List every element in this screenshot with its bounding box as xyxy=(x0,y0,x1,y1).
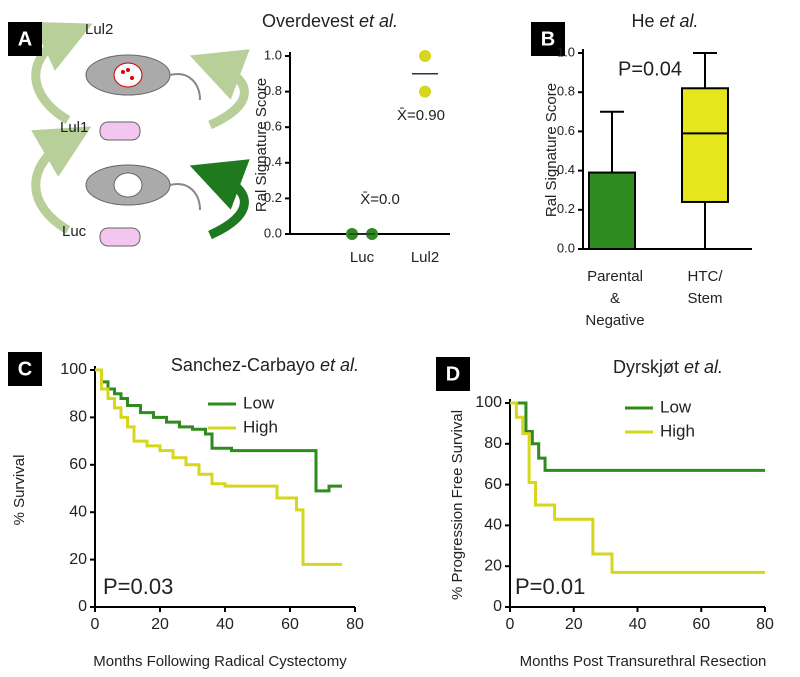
panel-badge xyxy=(436,357,470,391)
x-tick-label: 20 xyxy=(151,616,169,633)
y-tick-label: 80 xyxy=(69,409,87,426)
y-axis-label: Ral Signature Score xyxy=(253,78,270,212)
arrow xyxy=(189,49,250,130)
x-tick-label: Luc xyxy=(350,249,375,266)
x-axis-label: Months Following Radical Cystectomy xyxy=(93,653,347,670)
legend-label: High xyxy=(660,421,695,440)
diagram-label: Lul2 xyxy=(85,21,113,38)
annotation: P=0.01 xyxy=(515,574,585,599)
box xyxy=(681,87,729,203)
y-axis-label: % Survival xyxy=(11,455,28,526)
lungs xyxy=(113,62,143,88)
chart-title: Sanchez-Carbayo et al. xyxy=(171,355,359,375)
y-tick-label: 0.0 xyxy=(557,240,575,255)
y-tick-label: 20 xyxy=(484,557,502,574)
y-tick-label: 1.0 xyxy=(557,44,575,59)
title-text: Overdevest xyxy=(262,11,354,31)
legend-label: Low xyxy=(660,397,692,416)
panel-label: D xyxy=(446,363,460,385)
y-tick-label: 1.0 xyxy=(264,47,282,62)
x-axis-label: Months Post Transurethral Resection xyxy=(520,653,767,670)
arrow xyxy=(189,159,250,240)
title-text: He xyxy=(631,11,654,31)
chart-title: Overdevest et al. xyxy=(262,11,398,31)
title-text: Dyrskjøt xyxy=(613,357,679,377)
y-tick-label: 0.4 xyxy=(264,154,282,169)
x-tick-label: Stem xyxy=(687,290,722,307)
panel-label: B xyxy=(541,28,555,50)
survival-line xyxy=(95,368,342,566)
y-tick-label: 0.2 xyxy=(264,190,282,205)
x-tick-label: Parental xyxy=(587,268,643,285)
title-text: Sanchez-Carbayo xyxy=(171,355,315,375)
x-tick-label: 20 xyxy=(565,616,583,633)
x-tick-label: 60 xyxy=(692,616,710,633)
mean-label: X̄=0.0 xyxy=(360,191,400,208)
panel-badge xyxy=(8,352,42,386)
y-tick-label: 0.8 xyxy=(264,83,282,98)
x-tick-label: 0 xyxy=(506,616,515,633)
title-italic: et al. xyxy=(320,355,359,375)
y-tick-label: 0.8 xyxy=(557,84,575,99)
panel-badge xyxy=(531,22,565,56)
chart-title: Dyrskjøt et al. xyxy=(613,357,723,377)
y-tick-label: 60 xyxy=(69,456,87,473)
dish xyxy=(99,227,141,247)
x-tick-label: HTC/ xyxy=(688,268,724,285)
dish xyxy=(99,121,141,141)
panel-label: A xyxy=(18,28,32,50)
title-italic: et al. xyxy=(684,357,723,377)
y-tick-label: 0.6 xyxy=(557,123,575,138)
chart-title: He et al. xyxy=(631,11,698,31)
mean-label: X̄=0.90 xyxy=(397,107,445,124)
diagram-label: Luc xyxy=(62,223,87,240)
y-tick-label: 60 xyxy=(484,476,502,493)
x-tick-label: 40 xyxy=(216,616,234,633)
y-tick-label: 0.0 xyxy=(264,225,282,240)
annotation: P=0.04 xyxy=(618,58,682,80)
x-tick-label: 0 xyxy=(91,616,100,633)
y-tick-label: 100 xyxy=(475,394,502,411)
x-tick-label: 80 xyxy=(756,616,774,633)
x-tick-label: Lul2 xyxy=(411,249,439,266)
survival-line xyxy=(510,401,765,472)
legend-label: Low xyxy=(243,393,275,412)
lungs xyxy=(113,172,143,198)
x-tick-label: Negative xyxy=(585,312,644,329)
y-axis-label: % Progression Free Survival xyxy=(449,410,466,600)
y-tick-label: 80 xyxy=(484,435,502,452)
y-tick-label: 0 xyxy=(493,598,502,615)
data-point xyxy=(419,85,431,98)
arrow xyxy=(31,126,92,234)
x-tick-label: 60 xyxy=(281,616,299,633)
x-tick-label: & xyxy=(610,290,620,307)
y-tick-label: 0 xyxy=(78,598,87,615)
y-tick-label: 0.2 xyxy=(557,201,575,216)
y-tick-label: 0.6 xyxy=(264,119,282,134)
annotation: P=0.03 xyxy=(103,574,173,599)
box xyxy=(588,171,636,250)
survival-line xyxy=(510,401,765,574)
panel-label: C xyxy=(18,358,32,380)
y-tick-label: 20 xyxy=(69,551,87,568)
y-tick-label: 40 xyxy=(484,517,502,534)
diagram-label: Lul1 xyxy=(60,119,88,136)
y-tick-label: 0.4 xyxy=(557,162,575,177)
y-axis-label: Ral Signature Score xyxy=(543,83,560,217)
y-tick-label: 40 xyxy=(69,503,87,520)
title-italic: et al. xyxy=(660,11,699,31)
survival-line xyxy=(95,368,342,493)
data-point xyxy=(419,50,431,62)
arrow xyxy=(31,21,93,124)
legend-label: High xyxy=(243,417,278,436)
diagram: Lul2 Lul1 Luc xyxy=(31,21,250,247)
panel-badge xyxy=(8,22,42,56)
title-italic: et al. xyxy=(359,11,398,31)
y-tick-label: 100 xyxy=(60,361,87,378)
x-tick-label: 80 xyxy=(346,616,364,633)
x-tick-label: 40 xyxy=(629,616,647,633)
